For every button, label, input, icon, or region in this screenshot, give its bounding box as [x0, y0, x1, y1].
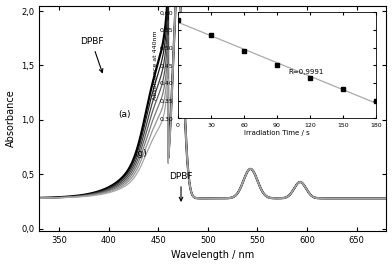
Text: DPBF: DPBF — [80, 37, 103, 73]
Y-axis label: Absorbance: Absorbance — [5, 89, 16, 147]
Text: DPBF: DPBF — [169, 172, 193, 201]
X-axis label: Wavelength / nm: Wavelength / nm — [171, 251, 254, 260]
Text: (a): (a) — [118, 110, 131, 119]
Text: (g): (g) — [134, 149, 147, 158]
